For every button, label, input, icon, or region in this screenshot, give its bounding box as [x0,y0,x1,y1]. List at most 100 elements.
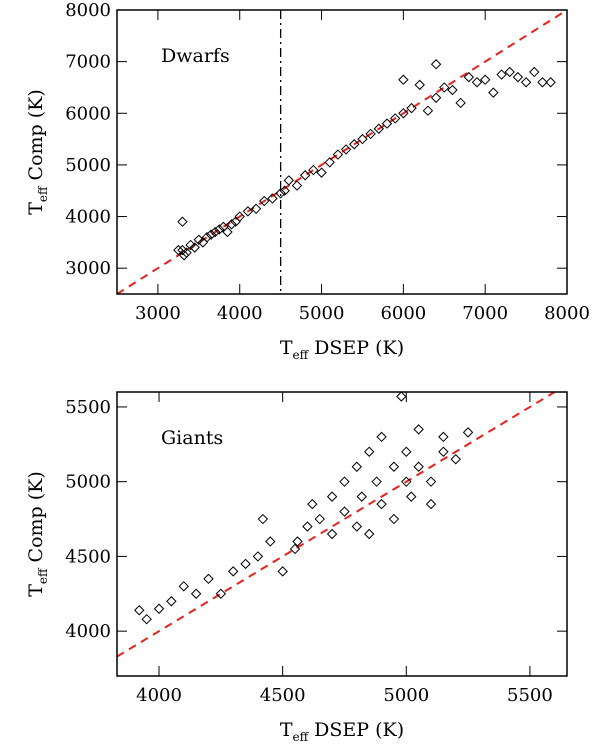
label-symbol: T [25,584,47,597]
point [447,84,458,96]
point [356,491,367,502]
axis-label: Teff DSEP (K) [280,337,404,362]
point [439,82,450,93]
point [209,226,221,238]
point [413,424,424,435]
point [190,588,202,599]
point [203,573,214,585]
x-tick-label: 5500 [507,685,553,706]
label-subscript: eff [293,348,310,362]
point [376,498,387,510]
axis-label: Teff Comp (K) [25,471,50,597]
label-text: DSEP (K) [314,719,404,741]
axis-label: Teff DSEP (K) [280,719,404,744]
annotation: Giants [161,427,223,449]
y-tick-label: 8000 [65,0,111,21]
point [414,79,425,91]
point [537,77,548,88]
point [406,491,417,502]
x-tick-label: 7000 [462,303,508,324]
x-tick-label: 5000 [299,303,345,324]
point [479,74,491,85]
label-text: Comp (K) [25,471,47,562]
point [177,216,188,227]
point [520,77,532,88]
point [413,461,424,472]
point [201,231,213,243]
plot-frame [116,9,568,295]
point [357,133,368,145]
point [234,211,245,222]
label-symbol: T [280,337,293,359]
point [363,528,375,540]
point [376,431,387,443]
point [349,139,360,150]
point [471,77,483,88]
point [252,551,264,562]
label-text: DSEP (K) [314,337,404,359]
point [166,596,177,607]
point [181,247,192,258]
y-tick-label: 4000 [65,621,111,642]
point [289,543,301,555]
point [365,128,376,140]
x-tick-label: 3000 [135,303,181,324]
point [430,59,442,70]
point [302,521,313,532]
point [545,77,556,88]
point [277,566,288,577]
point [351,461,363,472]
reference-line [117,392,556,658]
point [512,71,524,83]
point [438,431,449,443]
point [398,108,409,119]
point [438,446,449,457]
x-tick-label: 4000 [217,303,263,324]
point [326,491,338,502]
y-tick-label: 6000 [65,103,111,124]
point [324,157,335,168]
point [488,87,499,98]
y-tick-label: 4000 [65,207,111,228]
point [332,149,344,160]
point [291,180,303,191]
point [308,164,319,176]
point [381,118,393,129]
x-tick-label: 6000 [380,303,426,324]
point [189,242,200,253]
point [326,528,338,540]
y-tick-label: 5000 [65,155,111,176]
reference-line [117,10,567,294]
point [228,566,239,577]
point [214,224,225,235]
label-subscript: eff [36,185,50,202]
point [257,513,269,525]
label-subscript: eff [293,730,310,744]
point [425,498,437,510]
point [134,605,145,616]
point [396,391,407,402]
point [205,229,217,240]
point [401,476,412,487]
point [462,427,474,438]
point [406,102,417,114]
point [529,66,540,78]
point [398,74,409,85]
point [388,461,400,472]
point [351,521,363,532]
point [240,558,251,570]
point [283,175,295,186]
axis-label: Teff Comp (K) [25,89,50,215]
point [292,536,303,547]
plot-area [117,10,567,294]
point [430,92,442,103]
y-tick-label: 5500 [65,397,111,418]
point [316,167,327,178]
x-tick-label: 5000 [383,685,429,706]
point [259,195,270,207]
point [388,513,400,525]
point [363,446,375,457]
plot-area [117,392,556,658]
point [250,203,262,215]
